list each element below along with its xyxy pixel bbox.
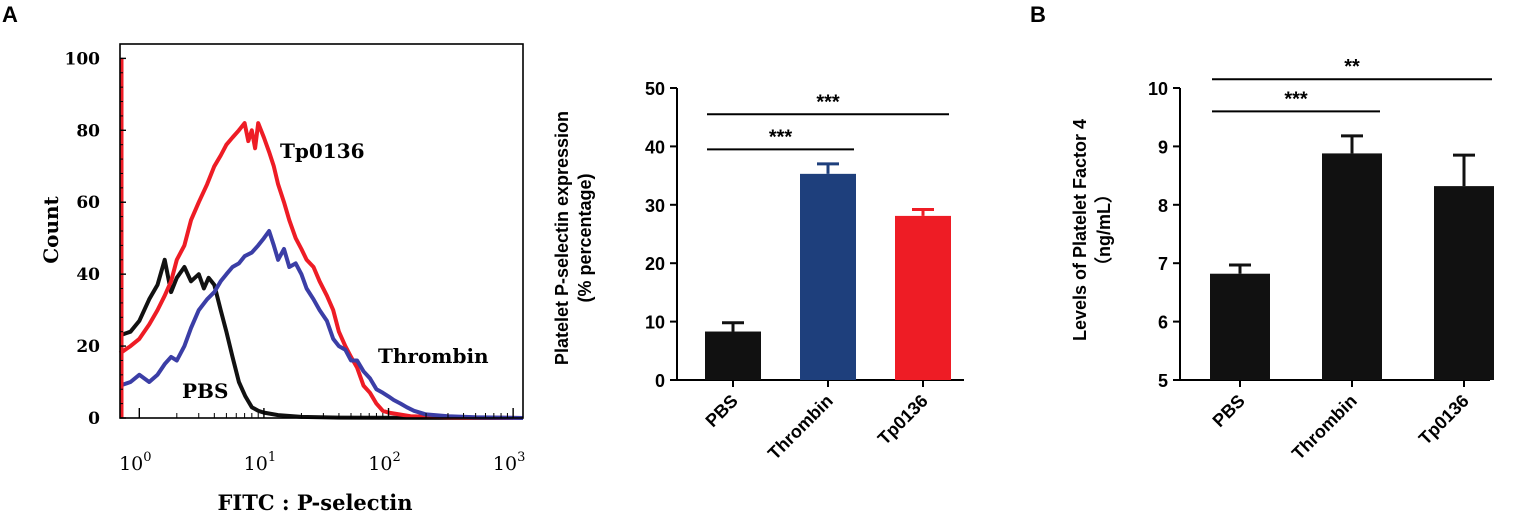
y-tick-label: 30 [645, 196, 665, 216]
x-tick-label: 101 [244, 450, 276, 475]
y-tick-label: 10 [645, 313, 665, 333]
y-tick-label: 40 [76, 265, 100, 285]
flow-histogram: 0 20 40 60 80 100 100 101 102 103 Count FITC : P… [39, 43, 525, 515]
bar-thrombin [1322, 153, 1382, 380]
y-tick-label: 8 [1158, 196, 1168, 216]
y-tick-label: 10 [1148, 79, 1168, 99]
bar-pbs [705, 331, 761, 380]
pf4-y-axis-label-line1: Levels of Platelet Factor 4 [1070, 119, 1090, 341]
p-selectin-y-axis-label-line1: Platelet P-selectin expression [552, 111, 572, 365]
x-tick-label-pbs: PBS [1209, 391, 1249, 431]
significance-label-1: *** [769, 126, 793, 148]
y-tick-label: 0 [655, 371, 665, 391]
histogram-x-ticks: 100 101 102 103 [119, 408, 525, 475]
x-tick-label-thrombin: Thrombin [764, 391, 837, 464]
significance-label-2: ** [1344, 56, 1360, 78]
y-tick-label: 100 [65, 49, 101, 69]
y-tick-label: 7 [1158, 254, 1168, 274]
bar-tp0136 [1434, 186, 1494, 380]
y-tick-label: 20 [645, 254, 665, 274]
significance-label-1: *** [1284, 88, 1308, 110]
x-tick-label: 103 [493, 450, 525, 475]
p-selectin-bar-chart: Platelet P-selectin expression (% percen… [552, 79, 964, 464]
significance-label-2: *** [816, 91, 840, 113]
bar-pbs [1210, 273, 1270, 380]
thrombin-curve-label: Thrombin [378, 344, 489, 368]
x-tick-label-tp0136: Tp0136 [1415, 391, 1473, 449]
y-tick-label: 50 [645, 79, 665, 99]
y-tick-label: 60 [76, 193, 100, 213]
panel-label-a: A [2, 2, 18, 27]
y-tick-label: 9 [1158, 137, 1168, 157]
histogram-y-axis-label: Count [39, 195, 63, 263]
tp0136-curve-label: Tp0136 [280, 139, 365, 163]
series-line-tp0136 [118, 121, 524, 420]
bar-thrombin [800, 173, 856, 380]
y-tick-label: 20 [76, 337, 100, 357]
histogram-y-ticks: 0 20 40 60 80 100 [65, 49, 126, 429]
y-tick-label: 5 [1158, 371, 1168, 391]
panel-label-b: B [1030, 2, 1046, 27]
pf4-y-axis-label-line2: （ng/mL） [1094, 185, 1114, 275]
x-tick-label: 100 [119, 450, 151, 475]
x-tick-label-thrombin: Thrombin [1288, 391, 1361, 464]
y-tick-label: 6 [1158, 313, 1168, 333]
series-line-pbs [119, 257, 514, 420]
y-tick-label: 0 [88, 409, 100, 429]
x-tick-label-tp0136: Tp0136 [874, 391, 932, 449]
histogram-x-axis-label: FITC : P-selectin [217, 490, 412, 515]
x-tick-label-pbs: PBS [702, 391, 742, 431]
pf4-bar-chart: Levels of Platelet Factor 4 （ng/mL） 5 6 7 8… [1070, 56, 1494, 464]
y-tick-label: 80 [76, 121, 100, 141]
y-tick-label: 40 [645, 137, 665, 157]
pbs-curve-label: PBS [182, 379, 228, 403]
p-selectin-y-axis-label-line2: (% percentage) [575, 173, 595, 302]
series-line-thrombin [119, 229, 524, 420]
x-tick-label: 102 [368, 450, 400, 475]
histogram-series-group [118, 58, 524, 420]
bar-tp0136 [895, 215, 951, 380]
